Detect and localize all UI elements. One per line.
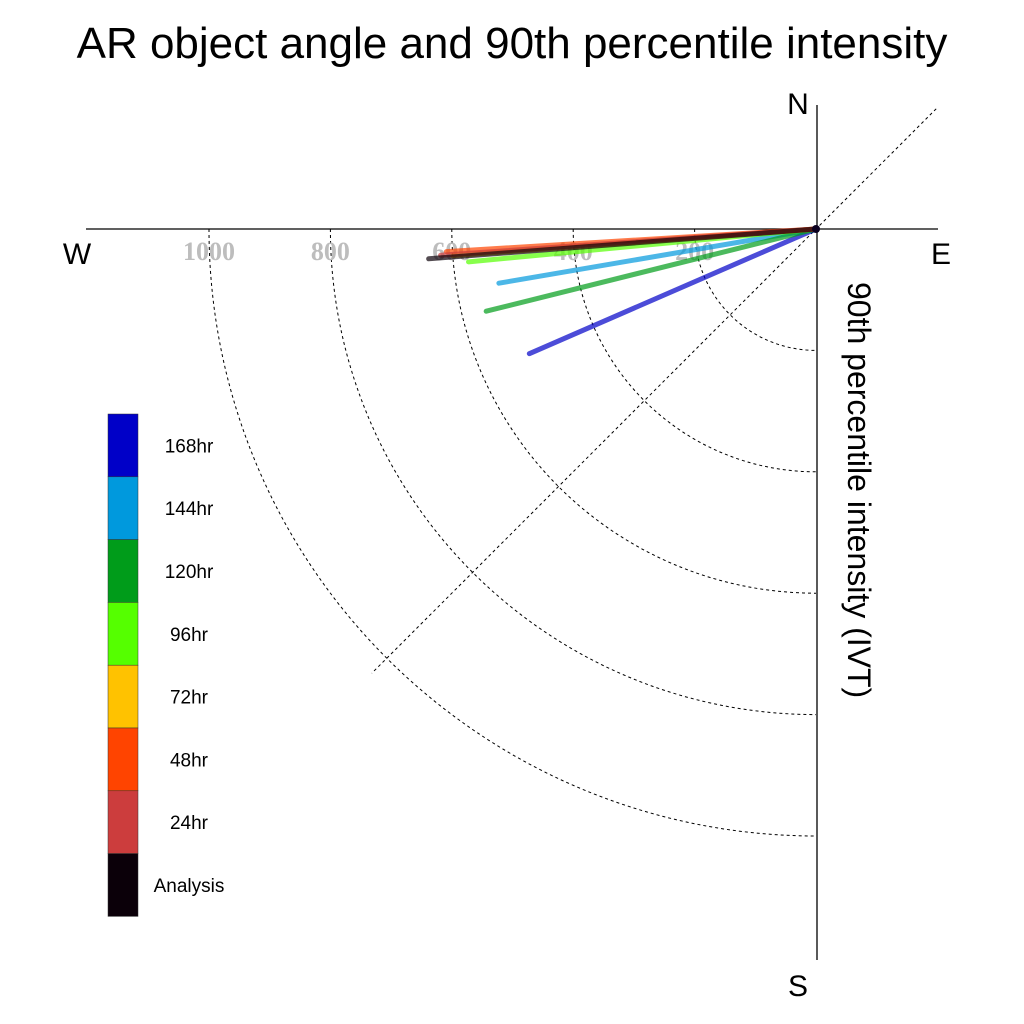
legend-label-72hr: 72hr bbox=[170, 688, 209, 709]
grid-arc bbox=[694, 228, 817, 351]
radial-tick-label: 800 bbox=[311, 237, 350, 266]
legend-swatch-120hr bbox=[107, 539, 139, 603]
compass-east: E bbox=[931, 238, 951, 271]
compass-south: S bbox=[788, 970, 808, 1003]
legend-label-24hr: 24hr bbox=[170, 813, 209, 834]
legend-swatch-144hr bbox=[107, 476, 139, 540]
legend-label-120hr: 120hr bbox=[165, 562, 214, 583]
diagonal-grid-line bbox=[371, 108, 937, 674]
grid-arc bbox=[451, 228, 817, 594]
radial-tick-label: 1000 bbox=[183, 237, 235, 266]
grid-arc bbox=[329, 228, 817, 716]
legend: 168hr 144hr 120hr 96hr 72hr 48hr 24hr Analysis bbox=[107, 413, 225, 917]
radial-axis-title: 90th percentile intensity (IVT) bbox=[841, 282, 877, 698]
legend-label-96hr: 96hr bbox=[170, 625, 209, 646]
legend-label-48hr: 48hr bbox=[170, 750, 209, 771]
polar-grid bbox=[208, 108, 937, 837]
legend-swatch-24hr bbox=[107, 790, 139, 854]
legend-label-144hr: 144hr bbox=[165, 499, 214, 520]
origin-marker bbox=[812, 225, 820, 233]
legend-swatch-48hr bbox=[107, 727, 139, 792]
legend-swatch-168hr bbox=[107, 413, 139, 478]
legend-swatch-72hr bbox=[107, 664, 139, 729]
chart-title: AR object angle and 90th percentile inte… bbox=[77, 19, 948, 68]
vector-120hr bbox=[483, 226, 819, 314]
compass-west: W bbox=[63, 238, 92, 271]
legend-label-168hr: 168hr bbox=[165, 436, 214, 457]
compass-north: N bbox=[787, 88, 809, 121]
legend-swatch-96hr bbox=[107, 602, 139, 666]
intensity-vectors bbox=[426, 226, 819, 357]
vector-144hr bbox=[496, 226, 819, 286]
vector-analysis bbox=[426, 226, 819, 262]
legend-label-analysis: Analysis bbox=[154, 876, 225, 897]
legend-swatch-analysis bbox=[107, 853, 139, 917]
grid-arc bbox=[572, 228, 817, 473]
vector-168hr bbox=[526, 226, 819, 357]
